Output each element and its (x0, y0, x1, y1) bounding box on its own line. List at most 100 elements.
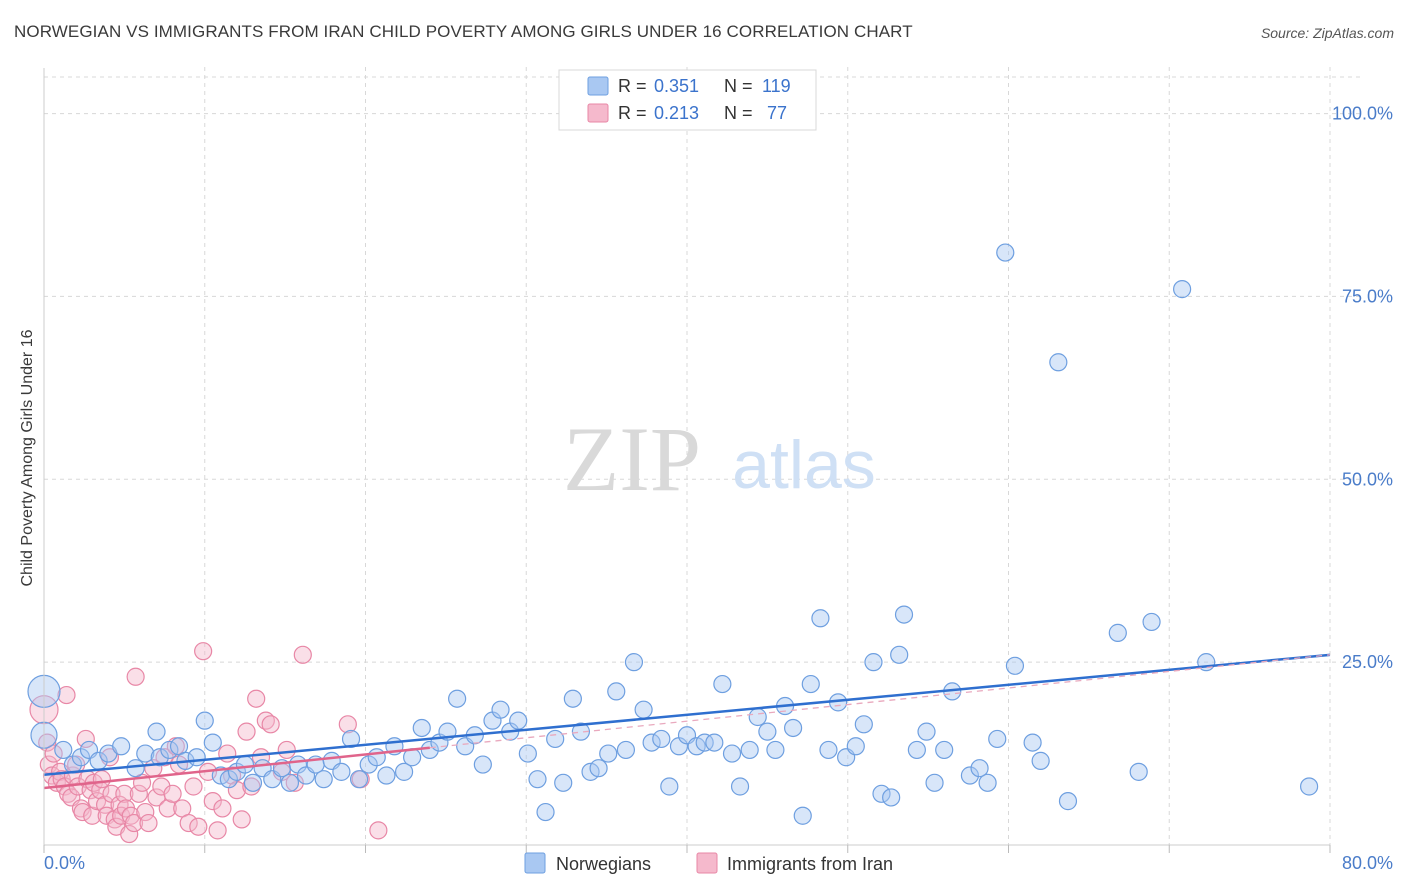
data-point-pink (261, 715, 280, 734)
data-point-blue (341, 729, 361, 749)
data-point-blue (978, 773, 997, 792)
data-point-blue (314, 770, 333, 789)
data-point-blue (634, 700, 653, 719)
watermark-atlas: atlas (732, 427, 876, 503)
data-point-pink (39, 755, 58, 774)
data-point-blue (890, 645, 909, 664)
data-point-blue (536, 802, 555, 822)
data-point-pink (73, 802, 92, 822)
data-point-blue (730, 777, 750, 796)
data-point-pink (232, 810, 251, 829)
data-point-blue (882, 788, 901, 807)
data-point-pink (115, 784, 134, 803)
data-point-pink (369, 821, 388, 840)
data-point-blue (652, 729, 671, 749)
data-point-pink (237, 722, 256, 741)
legend-label-norwegians: Norwegians (556, 854, 651, 874)
data-point-pink (152, 777, 171, 796)
data-point-pink (247, 689, 266, 708)
stats-legend: R = 0.351 N = 119 R = 0.213 N = 77 (558, 69, 817, 131)
data-point-blue (917, 722, 936, 741)
data-point-blue (1049, 353, 1068, 372)
data-point-blue (1023, 733, 1042, 752)
trend-line-iran-extension (429, 654, 1331, 749)
data-point-blue (907, 740, 926, 760)
stats-swatch-blue (587, 76, 609, 96)
data-point-blue (713, 674, 732, 694)
data-point-blue (528, 770, 547, 789)
data-point-blue (126, 759, 145, 778)
stats-n-value-pink: 77 (762, 103, 787, 123)
stats-r-label-blue: R = (618, 76, 647, 96)
axes: 25.0% 50.0% 75.0% 100.0% 0.0% 80.0% (43, 68, 1393, 873)
data-point-blue (846, 737, 865, 756)
trend-line-iran (43, 746, 430, 790)
data-point-blue (748, 707, 767, 727)
data-point-pink (126, 667, 145, 686)
data-point-pink (277, 740, 296, 760)
data-point-blue (624, 653, 644, 672)
data-point-blue (793, 806, 812, 825)
data-point-blue (783, 718, 803, 738)
data-point-blue (136, 744, 155, 763)
data-point-blue (1142, 612, 1161, 632)
data-point-blue (491, 700, 510, 719)
series-iran-points (29, 642, 388, 844)
data-point-blue (473, 755, 492, 774)
data-point-blue (872, 784, 891, 803)
data-point-blue (54, 740, 73, 760)
data-point-blue (607, 682, 626, 701)
data-point-pink (285, 773, 304, 792)
data-point-blue (160, 740, 179, 760)
data-point-blue (758, 722, 777, 741)
data-point-blue (563, 689, 582, 708)
data-point-pink (92, 770, 111, 789)
data-point-pink (203, 792, 222, 811)
legend-swatch-norwegians (524, 852, 546, 874)
data-point-pink (76, 729, 95, 749)
data-point-blue (349, 770, 369, 789)
data-point-blue (509, 711, 528, 730)
data-point-blue (695, 733, 714, 752)
series-legend: Norwegians Immigrants from Iran (524, 852, 893, 874)
watermark: ZIP atlas (563, 408, 876, 510)
stats-n-value-blue: 119 (762, 76, 791, 96)
data-point-blue (394, 762, 414, 781)
data-point-pink (129, 784, 148, 803)
data-point-blue (1005, 656, 1025, 675)
data-point-blue (367, 748, 386, 767)
data-point-blue (147, 722, 166, 741)
data-point-pink (163, 784, 182, 803)
data-point-blue (801, 674, 820, 694)
source-credit: Source: ZipAtlas.com (1260, 25, 1394, 41)
legend-swatch-iran (696, 852, 718, 874)
data-point-blue (935, 740, 954, 760)
data-point-blue (996, 243, 1015, 262)
data-point-blue (518, 744, 537, 763)
y-tick-label: 50.0% (1342, 469, 1393, 489)
data-point-pink (57, 685, 76, 705)
data-point-blue (112, 737, 131, 756)
data-point-blue (203, 733, 222, 752)
data-point-blue (854, 715, 873, 734)
stats-n-label-pink: N = (724, 103, 753, 123)
data-point-blue (187, 748, 206, 767)
stats-r-value-pink: 0.213 (654, 103, 699, 123)
series-norwegians-points (27, 243, 1319, 825)
data-point-pink (218, 744, 237, 763)
data-point-pink (208, 821, 227, 840)
data-point-blue (571, 722, 591, 741)
data-point-blue (960, 766, 980, 785)
data-point-blue (988, 729, 1007, 749)
data-point-blue (811, 609, 830, 628)
trend-lines (43, 653, 1331, 790)
data-point-blue (1129, 762, 1148, 781)
data-point-pink (139, 813, 158, 833)
data-point-pink (184, 777, 203, 796)
data-point-blue (280, 773, 300, 792)
data-point-pink (338, 715, 357, 734)
y-tick-label: 75.0% (1342, 286, 1393, 306)
data-point-blue (970, 759, 989, 778)
data-point-blue (1108, 623, 1127, 642)
data-point-pink (194, 642, 213, 661)
